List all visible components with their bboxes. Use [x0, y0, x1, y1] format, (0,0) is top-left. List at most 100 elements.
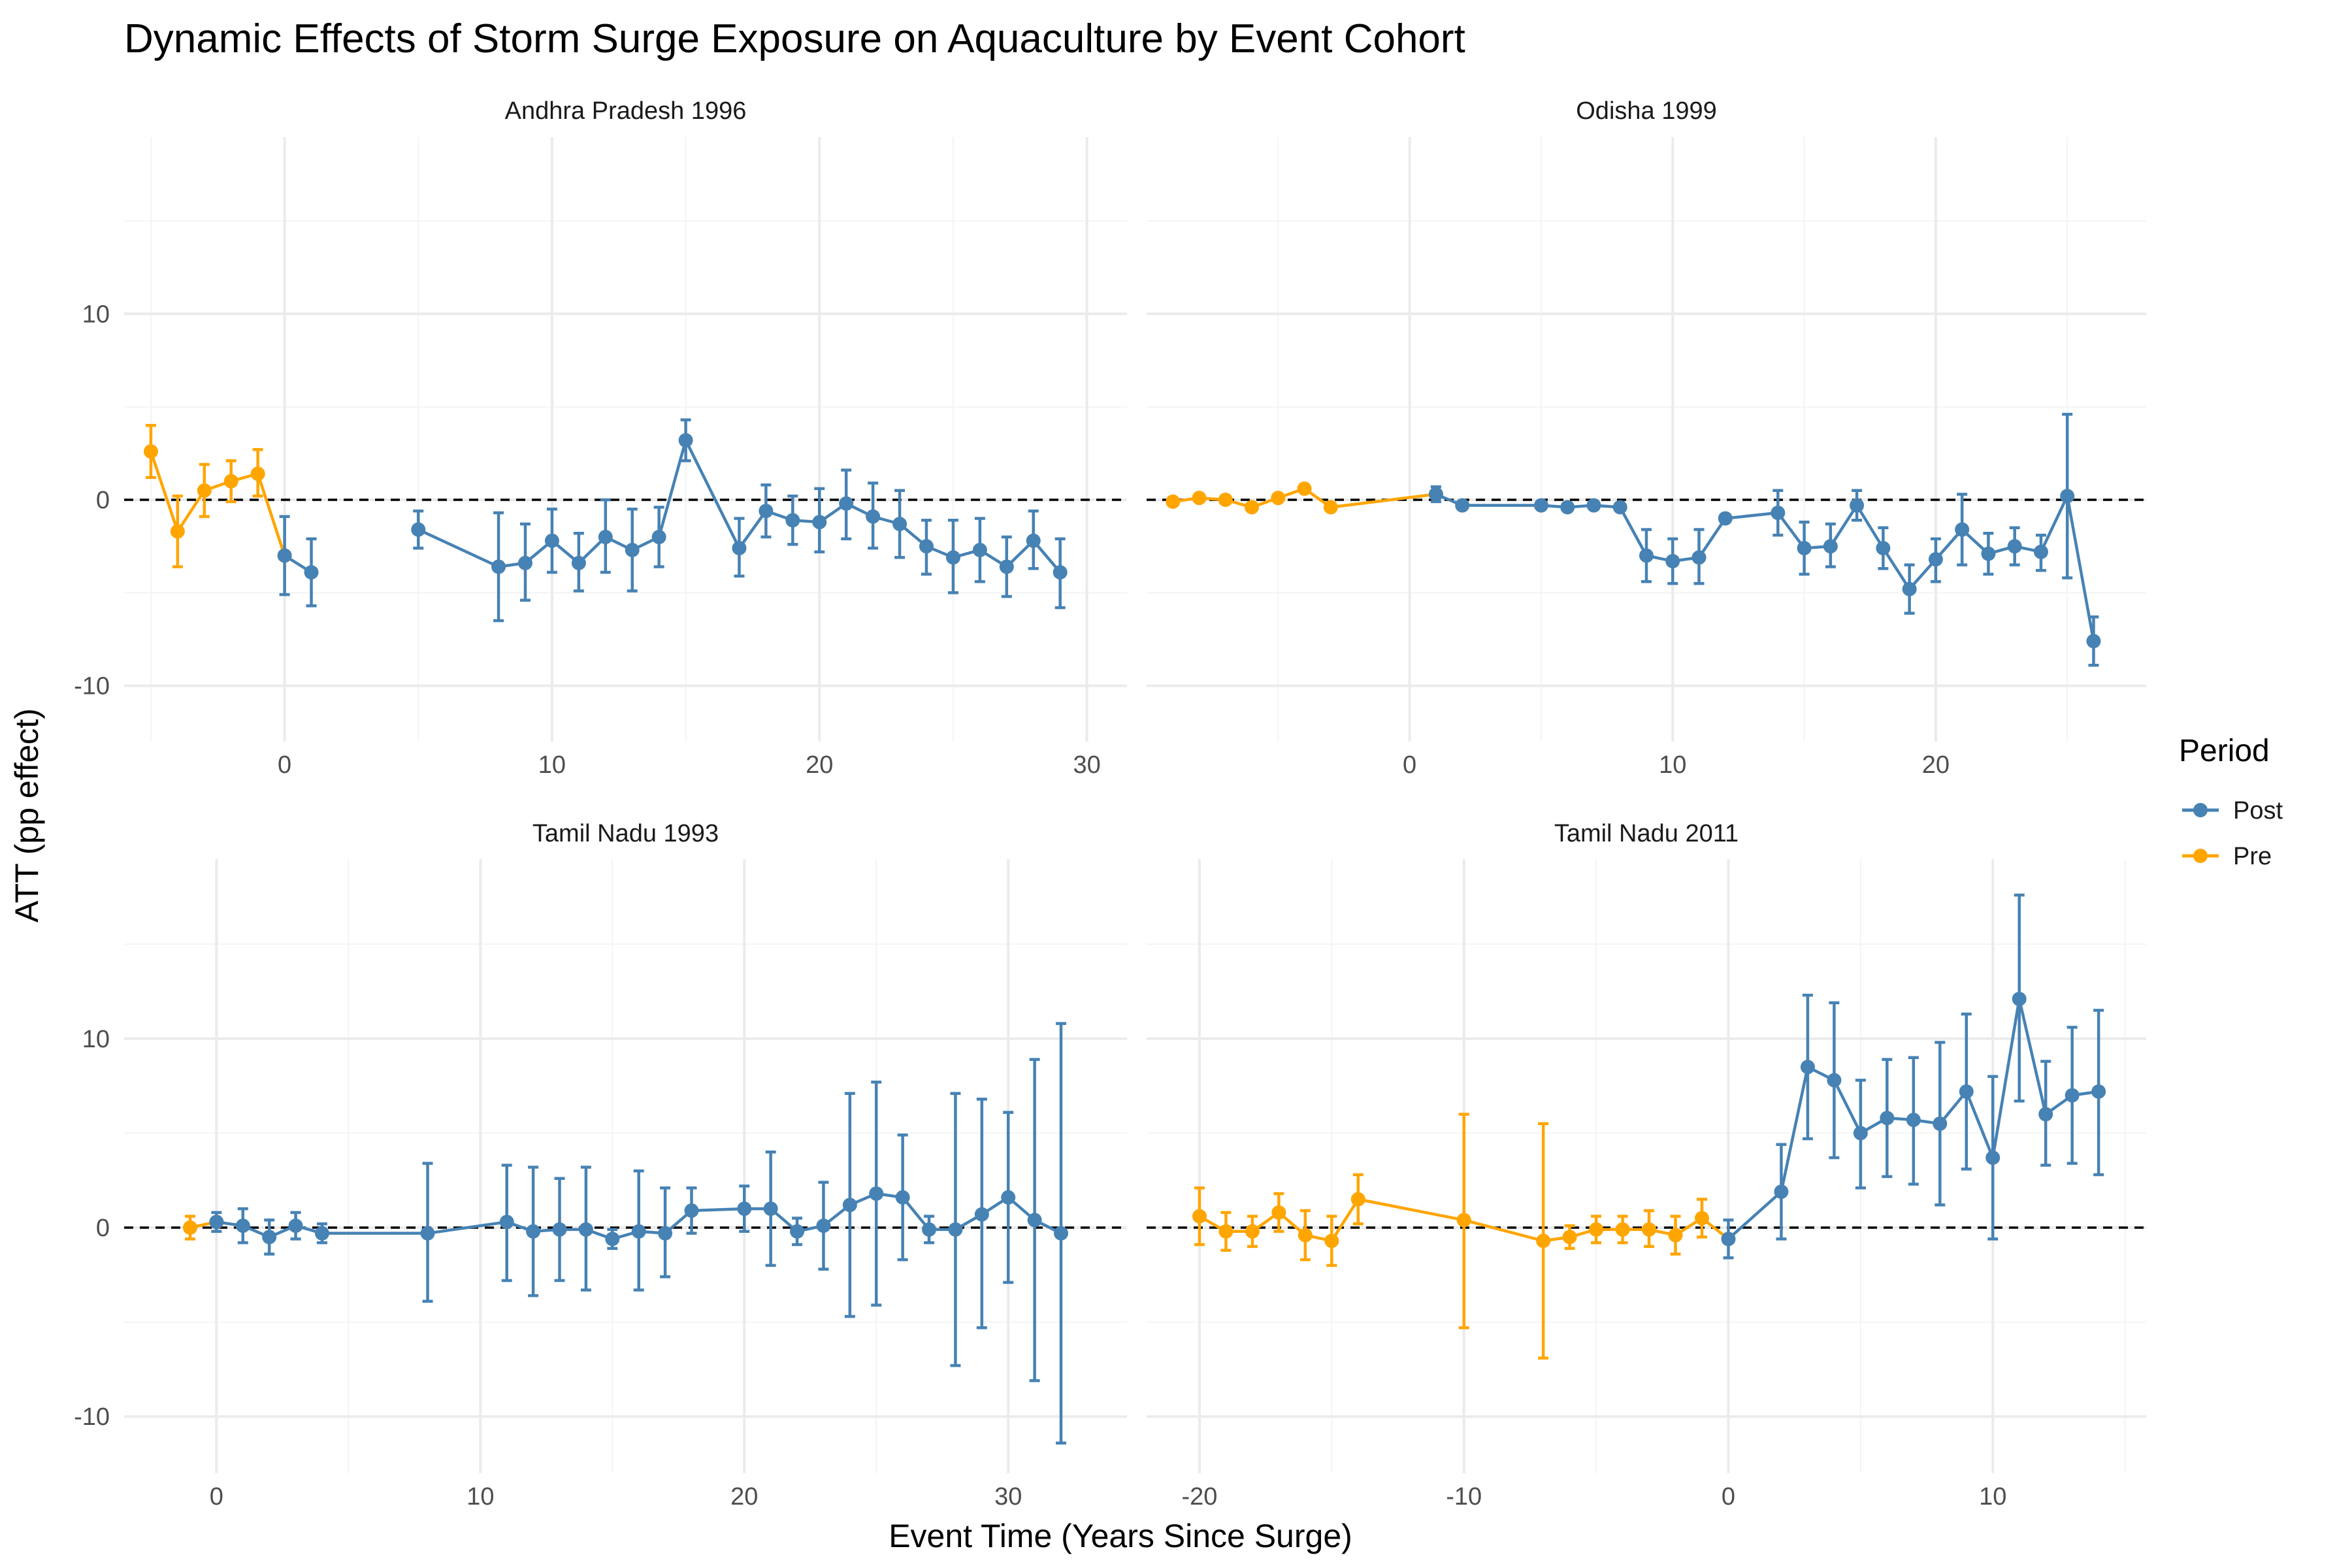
data-point-post [842, 1198, 857, 1213]
panel-3-series-post [209, 1022, 1069, 1445]
x-tick-label: 10 [466, 1483, 494, 1511]
x-axis-title: Event Time (Years Since Surge) [889, 1518, 1352, 1554]
legend-item-pre: Pre [2182, 843, 2272, 870]
data-point-post [1800, 1060, 1815, 1075]
data-point-post [314, 1226, 329, 1241]
data-point-post [1876, 541, 1891, 555]
panel-2-series-post [1428, 412, 2101, 667]
data-point-post [948, 1222, 963, 1237]
data-point-pre [1642, 1222, 1657, 1237]
data-point-post [658, 1226, 673, 1241]
data-point-post [892, 517, 907, 531]
panel-1-title: Andhra Pradesh 1996 [505, 97, 747, 125]
data-point-post [1902, 581, 1917, 596]
panel-2-series-pre [1166, 481, 1443, 515]
data-point-post [763, 1201, 778, 1217]
data-point-post [625, 542, 640, 557]
panel-3: Tamil Nadu 1993 0 10 20 30 -10 0 10 [74, 820, 1127, 1511]
data-point-post [1985, 1150, 2001, 1165]
data-point-post [578, 1222, 593, 1237]
panel-4-series-post [1721, 893, 2106, 1260]
data-point-post [1054, 1226, 1069, 1241]
facet-panels: Andhra Pradesh 1996 0 10 20 30 -10 0 10 Odisha 1… [74, 97, 2146, 1511]
data-point-pre [1192, 1209, 1207, 1224]
data-point-pre [1695, 1211, 1709, 1226]
data-point-post [277, 548, 292, 563]
x-tick-label: 30 [994, 1483, 1022, 1511]
panel-1-series-pre [143, 423, 292, 568]
data-point-post [1718, 511, 1733, 526]
data-point-pre [1456, 1213, 1471, 1228]
chart-title: Dynamic Effects of Storm Surge Exposure … [124, 16, 1465, 61]
data-point-post [2091, 1084, 2106, 1099]
data-point-post [420, 1226, 435, 1241]
data-point-post [737, 1201, 752, 1217]
data-point-post [262, 1230, 277, 1245]
data-point-post [972, 542, 987, 557]
data-point-post [1933, 1116, 1948, 1131]
data-point-post [1639, 548, 1654, 563]
panel-4-series-pre [1192, 1113, 1736, 1360]
x-tick-label: 0 [278, 751, 291, 779]
y-tick-label: -10 [74, 673, 110, 700]
panel-3-title: Tamil Nadu 1993 [532, 820, 719, 847]
data-point-post [1880, 1111, 1895, 1126]
x-tick-label: 0 [210, 1483, 223, 1511]
data-point-post [544, 533, 559, 548]
legend-item-post: Post [2182, 797, 2283, 825]
data-point-post [684, 1203, 699, 1218]
data-point-post [1928, 552, 1943, 567]
data-point-post [1691, 550, 1707, 565]
data-point-post [411, 522, 426, 537]
y-axis-title: ATT (pp effect) [8, 708, 45, 923]
data-point-pre [170, 524, 185, 539]
data-point-post [678, 433, 693, 448]
data-point-post [1027, 1213, 1042, 1228]
data-point-post [790, 1224, 805, 1239]
data-point-pre [1324, 1233, 1339, 1249]
data-point-pre [1615, 1222, 1630, 1237]
data-point-pre [1536, 1233, 1551, 1249]
x-tick-label: 10 [1979, 1483, 2006, 1511]
data-point-post [974, 1207, 989, 1222]
panel-2-title: Odisha 1999 [1576, 97, 1717, 125]
y-tick-label: 10 [82, 1026, 110, 1053]
data-point-post [209, 1215, 224, 1230]
data-point-pre [1245, 1224, 1260, 1239]
data-point-pre [1562, 1230, 1577, 1245]
data-point-post [288, 1218, 303, 1233]
data-point-pre [1298, 1228, 1313, 1243]
data-point-post [1586, 498, 1601, 513]
data-point-post [919, 539, 934, 554]
data-point-post [1428, 487, 1443, 502]
data-point-post [1721, 1232, 1736, 1247]
y-tick-label: 0 [96, 487, 110, 514]
data-point-post [1001, 1190, 1016, 1205]
data-point-post [732, 541, 747, 555]
data-point-pre [1271, 491, 1286, 506]
legend: Period Post Pre [2179, 734, 2283, 870]
data-point-post [1612, 500, 1627, 515]
data-point-post [812, 515, 827, 530]
legend-title: Period [2179, 734, 2270, 768]
data-point-post [304, 565, 319, 580]
panel-4-title: Tamil Nadu 2011 [1554, 820, 1739, 847]
data-point-post [1774, 1184, 1789, 1200]
x-tick-label: 30 [1073, 751, 1100, 779]
data-point-post [1026, 533, 1041, 548]
x-tick-label: 20 [1922, 751, 1950, 779]
data-point-post [571, 555, 586, 570]
x-tick-label: 0 [1403, 751, 1416, 779]
data-point-pre [182, 1220, 197, 1235]
data-point-post [1827, 1073, 1842, 1088]
y-tick-label: 0 [96, 1215, 110, 1242]
data-point-pre [250, 466, 265, 482]
series-line-pre [1198, 1198, 1729, 1243]
data-point-pre [1297, 481, 1312, 496]
series-line-post [1435, 493, 2095, 642]
data-point-post [1981, 546, 1996, 561]
data-point-post [895, 1190, 910, 1205]
data-point-post [1959, 1084, 1974, 1099]
legend-label-post: Post [2233, 797, 2283, 825]
